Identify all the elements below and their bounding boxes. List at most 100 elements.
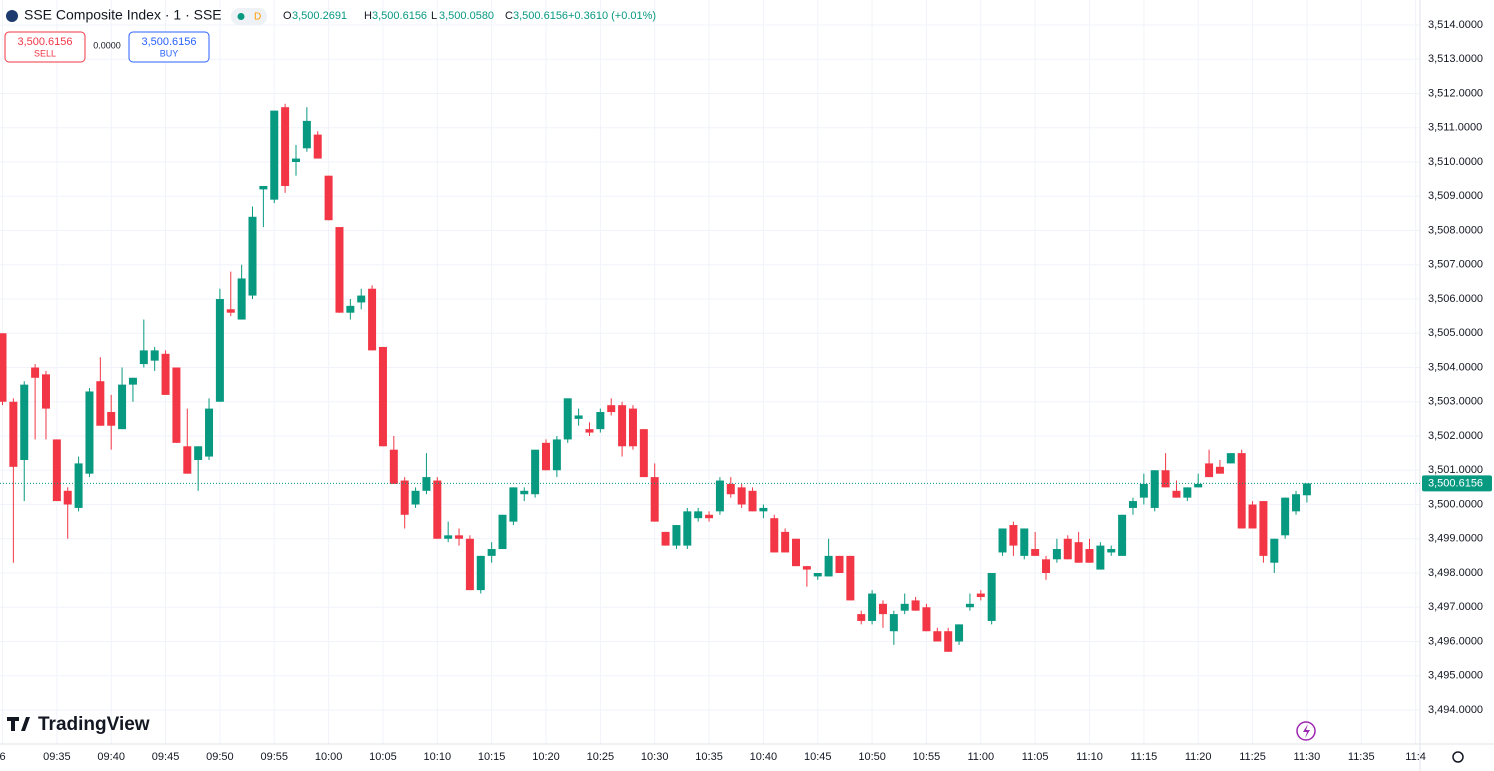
candle-body bbox=[900, 603, 909, 611]
candle-body bbox=[433, 480, 442, 539]
candle-body bbox=[63, 490, 72, 505]
candle-body bbox=[857, 614, 866, 621]
x-tick-label: 10:05 bbox=[369, 751, 397, 763]
candle-body bbox=[694, 511, 703, 519]
y-tick-label: 3,494.0000 bbox=[1428, 704, 1483, 716]
candle-body bbox=[465, 538, 474, 591]
candle-body bbox=[1020, 528, 1029, 556]
candle-body bbox=[226, 309, 235, 313]
x-tick-label: 10:30 bbox=[641, 751, 669, 763]
ohlc-value: 3,500.0580 bbox=[439, 10, 494, 22]
candles bbox=[0, 103, 1311, 652]
x-tick-label: 10:00 bbox=[315, 751, 343, 763]
candle-body bbox=[618, 405, 627, 447]
candle-body bbox=[639, 429, 648, 478]
y-tick-label: 3,504.0000 bbox=[1428, 361, 1483, 373]
y-tick-label: 3,510.0000 bbox=[1428, 156, 1483, 168]
y-tick-label: 3,512.0000 bbox=[1428, 87, 1483, 99]
candle-body bbox=[955, 624, 964, 642]
candle-body bbox=[965, 603, 974, 608]
candle-body bbox=[835, 555, 844, 573]
y-tick-label: 3,501.0000 bbox=[1428, 464, 1483, 476]
candle-body bbox=[585, 429, 594, 433]
x-tick-label: 10:45 bbox=[804, 751, 832, 763]
candle-body bbox=[74, 463, 83, 508]
x-tick-label: 09:55 bbox=[260, 751, 288, 763]
candle-body bbox=[1281, 497, 1290, 536]
spread: 0.0000 bbox=[93, 40, 121, 50]
candle-body bbox=[1292, 494, 1301, 512]
candle-body bbox=[1009, 525, 1018, 546]
candle-body bbox=[41, 374, 50, 409]
candle-body bbox=[313, 134, 322, 159]
candle-body bbox=[922, 607, 931, 632]
alert-icon[interactable] bbox=[1296, 721, 1316, 741]
candle-body bbox=[759, 507, 768, 512]
candle-body bbox=[422, 477, 431, 491]
x-tick-label: 09:50 bbox=[206, 751, 234, 763]
candle-body bbox=[107, 412, 116, 426]
candle-body bbox=[1042, 559, 1051, 573]
candle-body bbox=[1063, 538, 1072, 560]
x-tick-label: 11:30 bbox=[1294, 751, 1321, 763]
ohlc-letter: H bbox=[364, 10, 372, 22]
candle-body bbox=[563, 398, 572, 440]
symbol-title[interactable]: SSE Composite Index · 1 · SSE bbox=[24, 7, 222, 23]
candle-body bbox=[792, 538, 801, 567]
candle-body bbox=[259, 185, 268, 190]
candle-body bbox=[476, 555, 485, 591]
candle-body bbox=[520, 490, 529, 495]
x-tick-label: 11:20 bbox=[1185, 751, 1212, 763]
candle-body bbox=[1118, 514, 1127, 556]
candle-body bbox=[813, 573, 822, 577]
candle-body bbox=[1226, 453, 1235, 464]
candle-body bbox=[368, 288, 377, 351]
y-tick-label: 3,509.0000 bbox=[1428, 190, 1483, 202]
candle-body bbox=[444, 535, 453, 539]
candle-body bbox=[335, 227, 344, 313]
candle-body bbox=[215, 299, 224, 402]
y-tick-label: 3,511.0000 bbox=[1428, 122, 1482, 134]
candle-body bbox=[1139, 483, 1148, 498]
buy-label: BUY bbox=[160, 48, 179, 58]
candle-body bbox=[1302, 483, 1311, 496]
candle-body bbox=[357, 295, 366, 303]
candle-body bbox=[1031, 549, 1040, 556]
candle-body bbox=[998, 528, 1007, 553]
settings-icon[interactable] bbox=[1452, 751, 1464, 763]
candle-body bbox=[389, 449, 398, 484]
candle-body bbox=[302, 120, 311, 149]
candle-body bbox=[933, 631, 942, 642]
symbol-icon bbox=[6, 10, 18, 22]
candle-body bbox=[1259, 501, 1268, 556]
candle-body bbox=[542, 442, 550, 471]
buy-button[interactable] bbox=[128, 31, 210, 63]
candle-body bbox=[976, 593, 985, 597]
x-tick-label: 10:40 bbox=[750, 751, 778, 763]
candle-body bbox=[183, 446, 192, 474]
ohlc-letter: O bbox=[283, 10, 292, 22]
x-tick-label: 11:25 bbox=[1239, 751, 1266, 763]
y-tick-label: 3,495.0000 bbox=[1428, 670, 1483, 682]
candle-body bbox=[128, 377, 137, 385]
x-tick-label: 10:10 bbox=[424, 751, 452, 763]
y-tick-label: 3,498.0000 bbox=[1428, 567, 1483, 579]
sell-button[interactable] bbox=[4, 31, 86, 63]
y-tick-label: 3,514.0000 bbox=[1428, 19, 1483, 31]
x-tick-label: 09:35 bbox=[43, 751, 71, 763]
candle-body bbox=[1096, 545, 1105, 570]
ohlc-letter: C bbox=[505, 10, 513, 22]
last-price-tag bbox=[1422, 475, 1492, 492]
candle-body bbox=[552, 439, 561, 471]
alert-bolt bbox=[1303, 724, 1310, 738]
candle-body bbox=[737, 487, 746, 505]
candle-body bbox=[1161, 470, 1170, 488]
sell-price: 3,500.6156 bbox=[17, 36, 72, 48]
y-tick-label: 3,497.0000 bbox=[1428, 601, 1483, 613]
candle-body bbox=[270, 110, 279, 200]
candle-body bbox=[346, 305, 355, 313]
candle-body bbox=[378, 346, 387, 447]
candle-body bbox=[781, 531, 790, 553]
y-tick-label: 3,508.0000 bbox=[1428, 224, 1483, 236]
x-tick-label: 11:4 bbox=[1405, 751, 1426, 763]
